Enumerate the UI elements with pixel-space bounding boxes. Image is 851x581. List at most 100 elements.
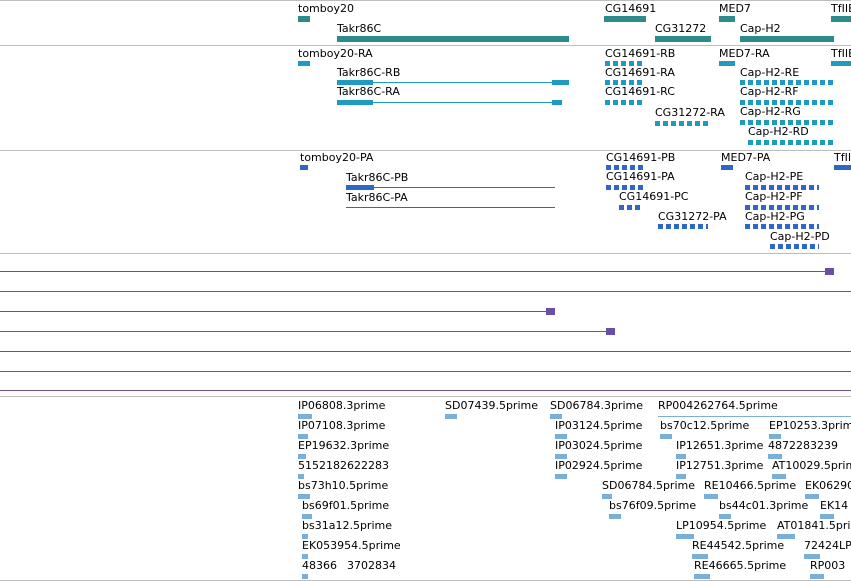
est-label[interactable]: 48366 [302,559,337,572]
protein-label[interactable]: CG14691-PA [606,170,675,183]
alignment-line[interactable] [0,390,851,391]
est-label[interactable]: RP004262764.5prime [658,399,778,412]
est-label[interactable]: LP10954.5prime [676,519,767,532]
transcript-bar[interactable] [298,61,310,66]
transcript-label[interactable]: Cap-H2-RD [748,125,809,138]
gene-bar[interactable] [740,36,834,42]
protein-bar[interactable] [658,224,708,229]
gene-bar[interactable] [831,16,851,22]
est-label[interactable]: SD06784.3prime [550,399,643,412]
est-bar[interactable] [302,554,308,559]
alignment-line[interactable] [0,351,851,352]
est-label[interactable]: IP07108.3prime [298,419,386,432]
est-bar[interactable] [692,554,708,559]
est-bar[interactable] [302,514,312,519]
gene-label[interactable]: Takr86C [337,22,382,35]
est-bar[interactable] [302,574,308,579]
transcript-bar[interactable] [655,121,711,126]
protein-label[interactable]: Cap-H2-PD [770,230,830,243]
est-label[interactable]: AT01841.5prime [777,519,851,532]
est-label[interactable]: bs69f01.5prime [302,499,390,512]
alignment-end[interactable] [546,308,555,315]
est-bar[interactable] [445,414,457,419]
protein-label[interactable]: tomboy20-PA [300,151,374,164]
est-label[interactable]: EK053954.5prime [302,539,401,552]
transcript-bar[interactable] [831,61,851,66]
est-label[interactable]: 4872283239 [768,439,838,452]
est-label[interactable]: IP03124.5prime [555,419,643,432]
protein-label[interactable]: Cap-H2-PE [745,170,804,183]
protein-bar[interactable] [606,185,643,190]
transcript-bar[interactable] [605,80,645,85]
est-bar[interactable] [602,494,612,499]
est-bar[interactable] [810,574,824,579]
protein-bar[interactable] [721,165,733,170]
est-bar[interactable] [772,474,786,479]
transcript-bar[interactable] [552,100,562,105]
protein-label[interactable]: CG14691-PC [619,190,689,203]
est-label[interactable]: bs44c01.3prime [719,499,809,512]
transcript-label[interactable]: Cap-H2-RE [740,66,800,79]
est-bar[interactable] [719,514,731,519]
protein-label[interactable]: MED7-PA [721,151,771,164]
alignment-line[interactable] [0,291,851,292]
est-bar[interactable] [550,414,562,419]
alignment-end[interactable] [606,328,615,335]
protein-label[interactable]: CG31272-PA [658,210,727,223]
transcript-bar[interactable] [552,80,569,85]
est-bar[interactable] [694,574,710,579]
protein-label[interactable]: CG14691-PB [606,151,676,164]
gene-label[interactable]: CG14691 [605,2,657,15]
est-label[interactable]: SD06784.5prime [602,479,695,492]
est-label[interactable]: EP10253.3prime [769,419,851,432]
est-label[interactable]: RE46665.5prime [694,559,787,572]
est-bar[interactable] [676,454,686,459]
est-label[interactable]: SD07439.5prime [445,399,538,412]
est-bar[interactable] [302,534,308,539]
est-label[interactable]: RP003 [810,559,846,572]
est-label[interactable]: bs76f09.5prime [609,499,697,512]
est-bar[interactable] [805,494,819,499]
est-label[interactable]: EP19632.3prime [298,439,390,452]
est-bar[interactable] [820,514,834,519]
est-label[interactable]: AT10029.5prime [772,459,851,472]
gene-label[interactable]: tomboy20 [298,2,354,15]
protein-label[interactable]: Takr86C-PB [346,171,409,184]
transcript-label[interactable]: CG14691-RB [605,47,676,60]
est-bar[interactable] [555,434,567,439]
transcript-bar[interactable] [719,61,735,66]
alignment-line[interactable] [0,371,851,372]
est-bar[interactable] [555,454,567,459]
gene-bar[interactable] [337,36,569,42]
est-bar[interactable] [777,534,795,539]
protein-label[interactable]: TfIIB [834,151,851,164]
est-bar[interactable] [660,434,672,439]
transcript-bar[interactable] [740,120,834,125]
gene-label[interactable]: MED7 [719,2,751,15]
est-label[interactable]: IP06808.3prime [298,399,386,412]
transcript-bar[interactable] [337,80,373,85]
transcript-label[interactable]: CG14691-RC [605,85,675,98]
alignment-end[interactable] [825,268,834,275]
est-label[interactable]: EK14 [820,499,849,512]
gene-label[interactable]: Cap-H2 [740,22,781,35]
est-label[interactable]: IP12651.3prime [676,439,764,452]
est-label[interactable]: RE44542.5prime [692,539,785,552]
est-bar[interactable] [298,414,312,419]
protein-bar[interactable] [770,244,819,249]
est-bar[interactable] [704,494,718,499]
transcript-label[interactable]: Takr86C-RA [337,85,400,98]
est-bar[interactable] [298,434,308,439]
gene-label[interactable]: TfIIB [831,2,851,15]
transcript-bar[interactable] [605,61,645,66]
transcript-bar[interactable] [605,100,645,105]
est-label[interactable]: bs73h10.5prime [298,479,389,492]
transcript-label[interactable]: CG31272-RA [655,106,725,119]
est-label[interactable]: bs31a12.5prime [302,519,392,532]
est-bar[interactable] [676,474,686,479]
est-bar[interactable] [769,434,781,439]
protein-bar[interactable] [834,165,851,170]
transcript-bar[interactable] [740,100,834,105]
transcript-label[interactable]: Cap-H2-RG [740,105,801,118]
est-label[interactable]: EK06290 [805,479,851,492]
